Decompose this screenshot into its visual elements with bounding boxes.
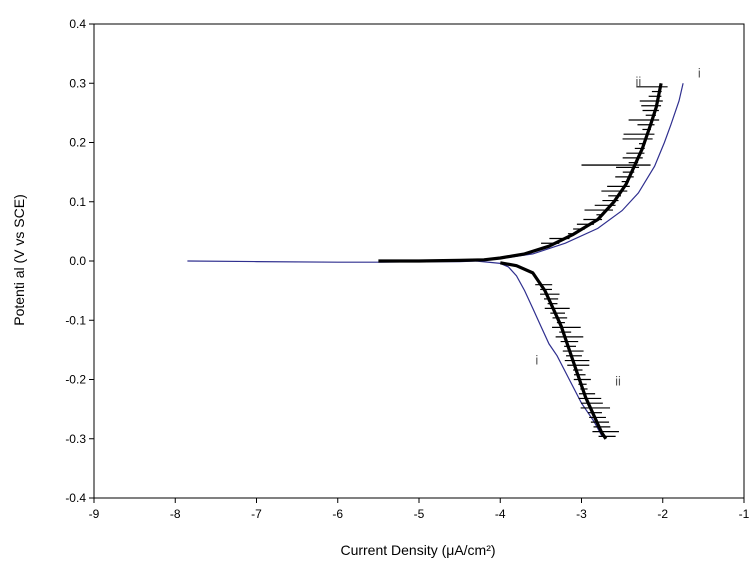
y-tick-label: -0.1 xyxy=(65,313,86,327)
y-tick-label: -0.3 xyxy=(65,432,86,446)
x-tick-label: -5 xyxy=(414,507,425,521)
x-axis-title: Current Density (μA/cm²) xyxy=(340,542,495,558)
y-tick-label: -0.4 xyxy=(65,491,86,505)
curve-label: i xyxy=(535,353,538,368)
x-tick-label: -8 xyxy=(170,507,181,521)
series-ii-anodic-line xyxy=(378,82,663,263)
x-tick-label: -6 xyxy=(332,507,343,521)
curve-label: i xyxy=(698,65,701,80)
x-tick-label: -9 xyxy=(89,507,100,521)
series-i-cathodic-line xyxy=(475,260,603,437)
y-axis-title: Potenti al (V vs SCE) xyxy=(11,194,27,326)
series-layer xyxy=(187,82,684,440)
series-ii-cathodic-line xyxy=(500,261,608,440)
axes: -9 -8 -7 -6 -5 -4 -3 -2 -1 0.4 0.3 0.2 0.1 0.0 -0.1 -0.… xyxy=(65,17,749,521)
y-tick-label: 0.1 xyxy=(69,195,86,209)
y-tick-label: -0.2 xyxy=(65,373,86,387)
y-tick-label: 0.0 xyxy=(69,254,86,268)
y-tick-label: 0.3 xyxy=(69,76,86,90)
y-tick-label: 0.2 xyxy=(69,136,86,150)
x-tick-label: -4 xyxy=(495,507,506,521)
curve-label: ii xyxy=(635,74,641,89)
x-tick-label: -3 xyxy=(576,507,587,521)
x-tick-label: -7 xyxy=(251,507,262,521)
x-tick-label: -2 xyxy=(657,507,668,521)
y-tick-label: 0.4 xyxy=(69,17,86,31)
series-i-anodic-line xyxy=(187,83,684,263)
curve-label: ii xyxy=(615,373,621,388)
x-tick-label: -1 xyxy=(739,507,750,521)
